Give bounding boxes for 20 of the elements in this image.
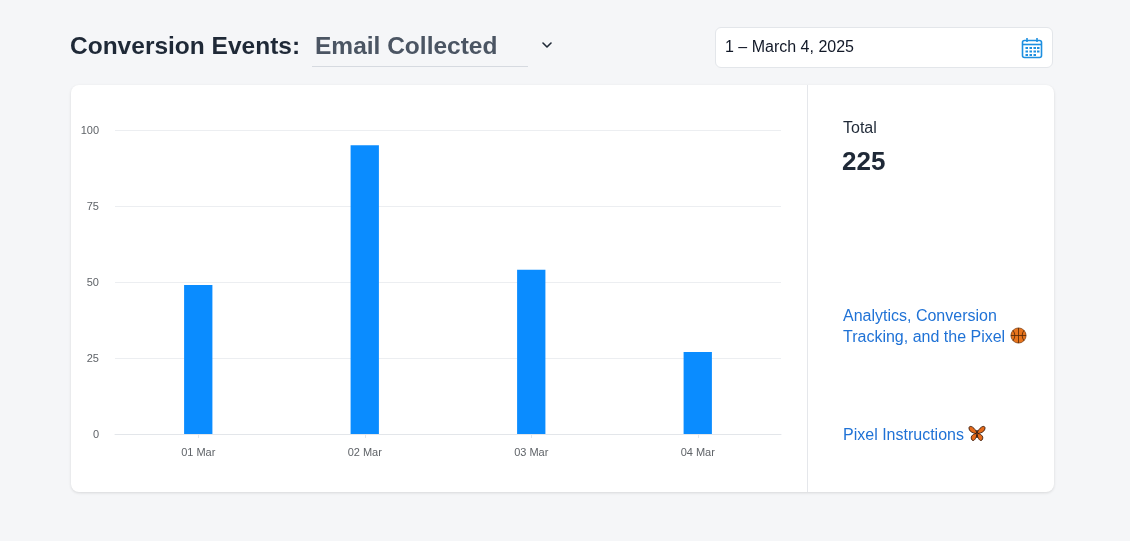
dropdown-field: Email Collected — [312, 30, 558, 67]
chart-title: Conversion Events: — [70, 32, 301, 60]
x-tick-label: 03 Mar — [514, 445, 549, 458]
x-tick-label: 01 Mar — [181, 445, 216, 458]
text: Pixel Instructions — [843, 425, 965, 445]
y-tick-label: 25 — [86, 352, 99, 364]
y-tick-label: 0 — [92, 428, 99, 440]
date-range-field: 1 – March 4, 2025 — [715, 27, 1053, 68]
bar — [517, 269, 546, 434]
y-tick-label: 50 — [86, 276, 99, 288]
text: Analytics, Conversion Tracking, and the Pixel — [843, 306, 1007, 347]
y-tick-label: 100 — [80, 124, 99, 136]
y-tick-label: 75 — [86, 200, 99, 212]
x-tick-label: 02 Mar — [347, 445, 383, 458]
x-tick-label: 04 Mar — [680, 445, 716, 458]
text: 225 — [842, 146, 886, 177]
bar — [683, 351, 712, 434]
text: Total — [843, 119, 877, 137]
bar — [350, 145, 379, 434]
bar — [184, 285, 213, 434]
